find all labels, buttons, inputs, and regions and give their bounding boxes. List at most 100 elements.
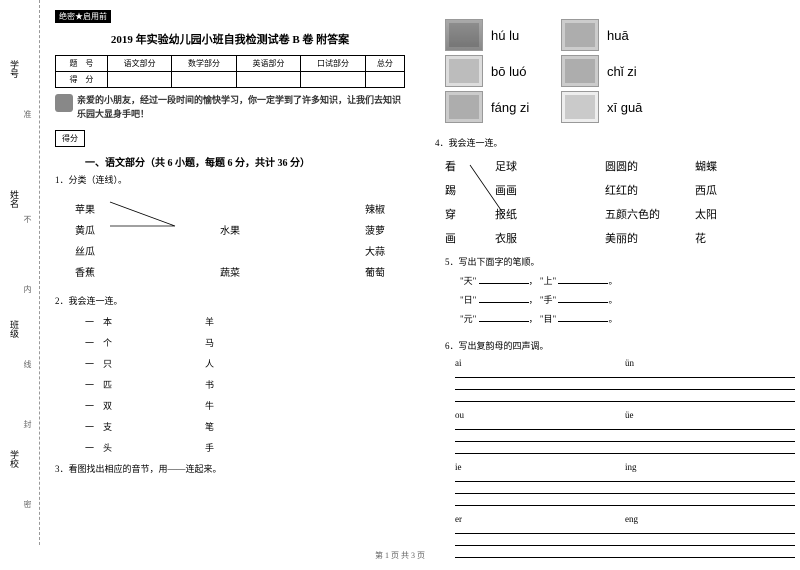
noun: 马 <box>205 336 214 349</box>
table-row: 题 号 语文部分 数学部分 英语部分 口试部分 总分 <box>56 56 405 72</box>
blank <box>479 274 529 284</box>
char: "元" <box>460 314 476 324</box>
blank <box>455 368 625 378</box>
measure: 一 只 <box>85 357 205 370</box>
pinyin: huā <box>607 28 677 43</box>
td: 得 分 <box>56 72 108 88</box>
verb: 穿 <box>445 206 495 222</box>
noun: 画画 <box>495 182 555 198</box>
watermelon-icon <box>561 19 599 51</box>
td <box>236 72 300 88</box>
blank <box>625 484 795 494</box>
td <box>365 72 404 88</box>
blank <box>625 420 795 430</box>
th: 语文部分 <box>107 56 171 72</box>
blank <box>455 392 625 402</box>
vowel: ai <box>455 358 462 368</box>
vowel: ou <box>455 410 464 420</box>
measure: 一 匹 <box>85 378 205 391</box>
th: 题 号 <box>56 56 108 72</box>
measure: 一 头 <box>85 441 205 454</box>
pinyin: bō luó <box>491 64 561 79</box>
th: 数学部分 <box>172 56 236 72</box>
blank <box>479 293 529 303</box>
vowel: ing <box>625 462 637 472</box>
adj: 红红的 <box>605 182 695 198</box>
margin-label: 学校 <box>8 450 21 468</box>
q6-title: 6．写出复韵母的四声调。 <box>445 339 775 352</box>
blank <box>479 312 529 322</box>
blank <box>558 312 608 322</box>
ruler-icon <box>561 91 599 123</box>
item: 辣椒 <box>365 201 385 216</box>
noun: 足球 <box>495 158 555 174</box>
intro-content: 亲爱的小朋友，经过一段时间的愉快学习，你一定学到了许多知识，让我们去知识乐园大显… <box>77 95 401 119</box>
blank <box>625 380 795 390</box>
blank <box>455 536 625 546</box>
vowel: eng <box>625 514 638 524</box>
item: 葡萄 <box>365 264 385 279</box>
blank <box>625 432 795 442</box>
noun: 羊 <box>205 315 214 328</box>
noun: 笔 <box>205 420 214 433</box>
right-column: hú lu huā bō luó chǐ zi fáng zi xī guā 4… <box>420 0 800 545</box>
pineapple-icon <box>445 19 483 51</box>
blank <box>625 496 795 506</box>
vowel: üe <box>625 410 634 420</box>
td <box>107 72 171 88</box>
margin-mark: 线 <box>22 360 33 368</box>
noun: 书 <box>205 378 214 391</box>
char: "日" <box>460 295 476 305</box>
verb: 看 <box>445 158 495 174</box>
vowel: ie <box>455 462 462 472</box>
noun: 花 <box>695 230 745 246</box>
q3-title: 3．看图找出相应的音节，用——连起来。 <box>55 462 405 475</box>
item: 菠萝 <box>365 222 385 237</box>
blank <box>455 484 625 494</box>
noun: 报纸 <box>495 206 555 222</box>
char: "天" <box>460 276 476 286</box>
verb: 画 <box>445 230 495 246</box>
char: "上" <box>540 276 556 286</box>
q5-title: 5．写出下面字的笔顺。 <box>445 255 775 268</box>
blank <box>625 444 795 454</box>
th: 英语部分 <box>236 56 300 72</box>
q6: 6．写出复韵母的四声调。 ai ün ou üe ie ing er eng <box>435 335 785 570</box>
measure: 一 双 <box>85 399 205 412</box>
flower-icon <box>561 55 599 87</box>
score-table: 题 号 语文部分 数学部分 英语部分 口试部分 总分 得 分 <box>55 55 405 88</box>
th: 口试部分 <box>301 56 365 72</box>
noun: 太阳 <box>695 206 745 222</box>
blank <box>455 420 625 430</box>
margin-mark: 准 <box>22 110 33 118</box>
pinyin: xī guā <box>607 100 677 115</box>
blank <box>625 524 795 534</box>
blank <box>455 472 625 482</box>
q2-list: 一 本羊 一 个马 一 只人 一 匹书 一 双牛 一 支笔 一 头手 <box>55 315 405 454</box>
table-row: 得 分 <box>56 72 405 88</box>
q4-match: 看 踢 穿 画 足球 画画 报纸 衣服 圆圆的 红红的 五颜六色的 美丽的 蝴蝶… <box>435 153 785 251</box>
blank <box>625 392 795 402</box>
char: "手" <box>540 295 556 305</box>
pinyin: hú lu <box>491 28 561 43</box>
page: 学号 准 姓名 不 内 班级 线 封 学校 密 绝密★启用前 2019 年实验幼… <box>0 0 800 545</box>
noun: 人 <box>205 357 214 370</box>
item: 大蒜 <box>365 243 385 258</box>
measure: 一 个 <box>85 336 205 349</box>
noun: 手 <box>205 441 214 454</box>
noun: 西瓜 <box>695 182 745 198</box>
exam-title: 2019 年实验幼儿园小班自我检测试卷 B 卷 附答案 <box>55 31 405 47</box>
blank <box>558 293 608 303</box>
margin-label: 学号 <box>8 60 21 78</box>
margin-label: 姓名 <box>8 190 21 208</box>
vowel: er <box>455 514 462 524</box>
q5: 5．写出下面字的笔顺。 "天" ， "上" 。 "日" ， "手" 。 "元" … <box>435 251 785 335</box>
margin-label: 班级 <box>8 320 21 338</box>
adj: 美丽的 <box>605 230 695 246</box>
q2-title: 2．我会连一连。 <box>55 294 405 307</box>
pinyin: fáng zi <box>491 100 561 115</box>
item: 水果 <box>220 222 240 237</box>
td <box>301 72 365 88</box>
vowel: ün <box>625 358 634 368</box>
intro-text: 亲爱的小朋友，经过一段时间的愉快学习，你一定学到了许多知识，让我们去知识乐园大显… <box>55 94 405 121</box>
